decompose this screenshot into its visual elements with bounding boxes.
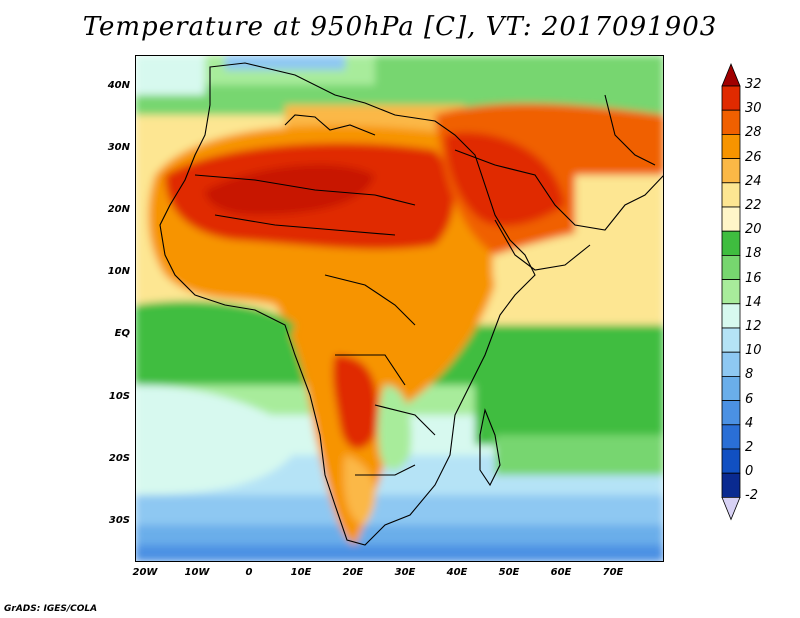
lon-label: 10W [184, 567, 210, 578]
colorbar-level-label: 4 [745, 415, 754, 431]
colorbar-level-label: 28 [745, 125, 762, 141]
colorbar-level-label: 18 [745, 246, 762, 262]
chart-title: Temperature at 950hPa [C], VT: 201709190… [82, 12, 718, 42]
colorbar-bin [721, 85, 741, 111]
colorbar-bin [721, 182, 741, 208]
colorbar-bottom-arrow [721, 496, 741, 521]
colorbar-bin [721, 206, 741, 232]
lat-label: 30N [107, 142, 130, 153]
colorbar-level-label: 2 [745, 440, 754, 455]
lat-label: 20N [107, 204, 130, 215]
colorbar-bin [721, 303, 741, 329]
lat-label: 20S [108, 453, 130, 464]
colorbar [721, 62, 741, 521]
lat-label: 10S [108, 391, 130, 402]
colorbar-bin [721, 375, 741, 401]
colorbar-level-label: 26 [745, 149, 762, 165]
temperature-field [135, 55, 664, 562]
map-frame [135, 55, 664, 562]
lon-label: 40E [446, 567, 468, 578]
lon-label: 20E [342, 567, 364, 578]
colorbar-bin [721, 448, 741, 474]
lat-label: 40N [107, 80, 130, 91]
lon-label: 20W [132, 567, 158, 578]
temperature-map [135, 55, 664, 562]
lat-label: 10N [107, 266, 130, 277]
colorbar-bin [721, 134, 741, 160]
colorbar-top-arrow [721, 62, 741, 87]
colorbar-bin [721, 230, 741, 256]
colorbar-bin [721, 279, 741, 305]
colorbar-bin [721, 109, 741, 135]
colorbar-bin [721, 424, 741, 450]
lon-label: 70E [602, 567, 624, 578]
coastlines [159, 62, 664, 546]
colorbar-bin [721, 400, 741, 426]
colorbar-level-label: 14 [745, 294, 762, 310]
colorbar-level-label: 6 [745, 391, 754, 407]
colorbar-bin [721, 472, 741, 498]
colorbar-level-label: 22 [745, 198, 762, 213]
colorbar-level-label: 10 [745, 343, 762, 359]
credit-footer: GrADS: IGES/COLA [4, 604, 98, 614]
colorbar-bin [721, 327, 741, 353]
lon-label: 0 [245, 567, 253, 578]
colorbar-level-label: 20 [745, 222, 762, 238]
colorbar-level-label: 32 [745, 77, 762, 92]
lon-label: 30E [394, 567, 416, 578]
colorbar-level-label: 24 [745, 173, 762, 189]
colorbar-level-label: 30 [745, 101, 762, 117]
colorbar-level-label: 12 [745, 319, 762, 334]
colorbar-level-label: 8 [745, 367, 754, 383]
lon-label: 50E [498, 567, 520, 578]
lon-label: 60E [550, 567, 572, 578]
colorbar-level-label: -2 [745, 488, 758, 504]
map-canvas [135, 55, 664, 562]
colorbar-level-label: 16 [745, 270, 762, 286]
colorbar-bin [721, 158, 741, 184]
lon-label: 10E [290, 567, 312, 578]
colorbar-bin [721, 351, 741, 377]
lat-label: EQ [114, 328, 130, 339]
colorbar-level-label: 0 [745, 464, 754, 480]
lat-label: 30S [108, 515, 130, 526]
colorbar-bin [721, 254, 741, 280]
